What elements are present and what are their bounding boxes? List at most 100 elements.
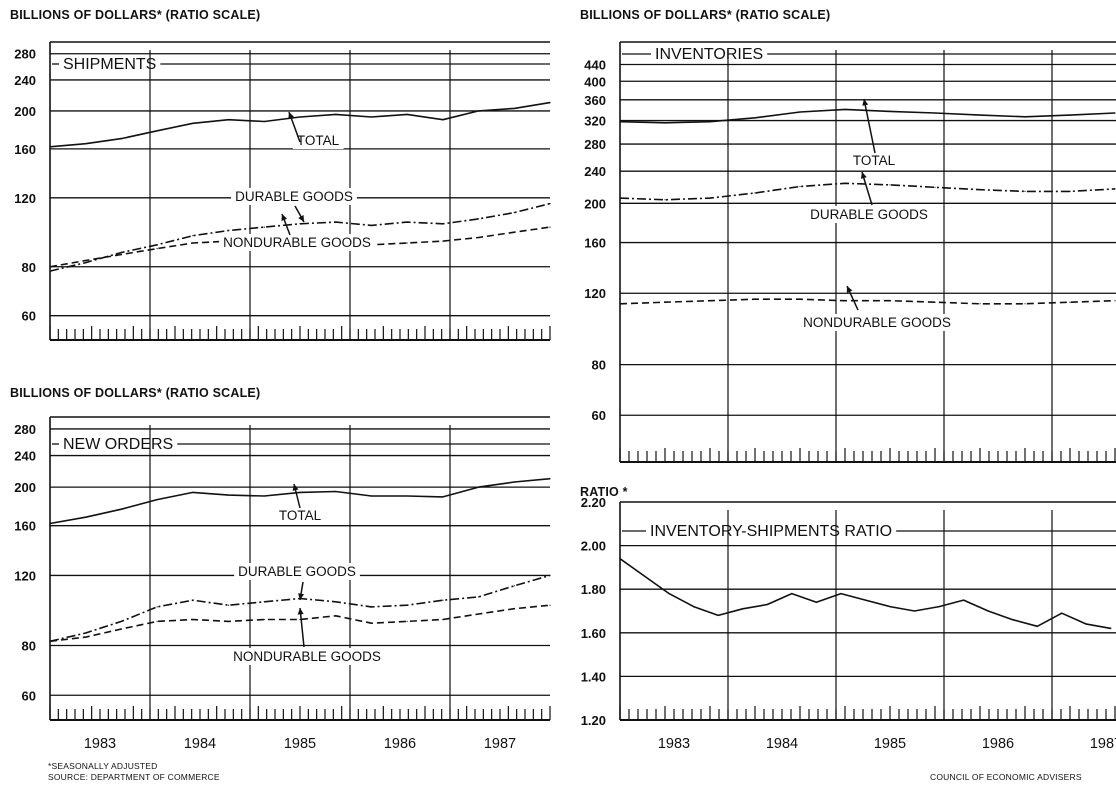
new_orders-data-point: [49, 640, 51, 642]
new_orders-series-label-bg: [274, 507, 326, 524]
inventories-data-point: [754, 298, 756, 300]
ratio-data-point: [766, 603, 768, 606]
new_orders-series-nondurable-goods: [49, 604, 551, 643]
new_orders-data-point: [263, 495, 265, 497]
new_orders-data-point: [228, 620, 230, 623]
inventories-series-nondurable-goods: [619, 298, 1116, 305]
new_orders-data-point: [513, 585, 515, 587]
new_orders-data-point: [299, 491, 301, 493]
inventories-y-tick-label: 200: [584, 196, 606, 211]
shipments-data-point: [549, 203, 551, 205]
new_orders-data-point: [263, 618, 265, 621]
shipments-data-point: [120, 138, 122, 140]
shipments-data-point: [335, 221, 337, 223]
ratio-y-tick-label: 1.60: [581, 626, 606, 641]
new_orders-data-point: [335, 615, 337, 617]
ratio-data-point: [742, 608, 744, 610]
inventories-data-point: [754, 117, 756, 119]
shipments-y-tick-label: 240: [14, 73, 36, 88]
ratio-y-tick-label: 2.00: [581, 539, 606, 554]
inventories-data-point: [799, 298, 801, 300]
new_orders-data-point: [192, 599, 194, 601]
shipments-data-point: [120, 251, 122, 254]
ratio-x-tick-label: 1987: [1090, 736, 1116, 752]
new_orders-data-point: [156, 499, 158, 501]
new_orders-arrowhead-durable-goods: [298, 593, 305, 600]
new_orders-series-label-total: TOTAL: [279, 508, 322, 523]
new_orders-data-point: [156, 606, 158, 608]
new_orders-series-label-bg: [234, 563, 360, 580]
inventories-y-tick-label: 60: [592, 408, 606, 423]
inventories-y-tick-label: 240: [584, 164, 606, 179]
ratio-x-tick-label: 1984: [766, 736, 798, 752]
new_orders-data-point: [228, 494, 230, 496]
shipments-data-point: [442, 119, 444, 121]
inventories-y-tick-label: 80: [592, 358, 606, 373]
new-orders-axis-header: BILLIONS OF DOLLARS* (RATIO SCALE): [10, 386, 261, 400]
ratio-data-point: [643, 575, 646, 577]
inventories-data-point: [1069, 301, 1071, 303]
ratio-data-point: [913, 610, 916, 612]
ratio-data-point: [668, 593, 670, 595]
inventories-series-durable-goods: [619, 182, 1116, 201]
shipments-data-point: [228, 229, 230, 232]
shipments-data-point: [299, 223, 301, 225]
new_orders-data-point: [263, 601, 265, 603]
shipments-data-point: [406, 221, 408, 223]
new_orders-y-tick-label: 80: [22, 639, 36, 654]
inventories-data-point: [889, 110, 891, 112]
ratio-x-tick-label: 1986: [982, 736, 1014, 752]
new_orders-data-point: [549, 478, 551, 480]
shipments-y-tick-label: 280: [14, 47, 36, 62]
new_orders-data-point: [228, 604, 230, 606]
new_orders-arrowhead-nondurable-goods: [297, 608, 304, 615]
inventories-y-tick-label: 280: [584, 137, 606, 152]
inventories-data-point: [844, 182, 846, 184]
ratio-x-tick-label: 1985: [874, 736, 906, 752]
new_orders-data-point: [120, 508, 122, 510]
inventories-series-label-durable-goods: DURABLE GOODS: [810, 207, 928, 222]
ratio-y-tick-label: 2.20: [581, 495, 606, 510]
new_orders-arrow-nondurable-goods: [299, 607, 305, 648]
shipments-title: SHIPMENTS: [63, 56, 156, 73]
new_orders-data-point: [370, 495, 372, 497]
ratio-data-point: [1085, 623, 1087, 625]
new_orders-arrowhead-total: [292, 484, 299, 491]
shipments-y-tick-label: 160: [14, 142, 36, 157]
new_orders-y-tick-label: 120: [14, 568, 36, 583]
inventories-title: INVENTORIES: [655, 46, 763, 63]
new_orders-x-tick-label: 1984: [184, 736, 216, 752]
new_orders-data-point: [85, 636, 87, 638]
shipments-data-point: [513, 212, 515, 214]
shipments-arrowhead-nondurable-goods: [281, 214, 288, 221]
new_orders-data-point: [370, 622, 372, 624]
ratio-axis-header: RATIO *: [580, 485, 628, 499]
shipments-data-point: [85, 259, 87, 262]
inventories-y-tick-label: 400: [584, 74, 606, 89]
shipments-data-point: [513, 231, 515, 233]
ratio-data-point: [791, 593, 793, 595]
shipments-data-point: [549, 102, 551, 104]
inventories-data-point: [664, 199, 666, 201]
footnote-credit: COUNCIL OF ECONOMIC ADVISERS: [930, 772, 1082, 782]
shipments-data-point: [192, 242, 194, 244]
inventories-data-point: [1024, 190, 1026, 192]
new_orders-data-point: [406, 495, 408, 497]
shipments-data-point: [442, 240, 444, 242]
shipments-data-point: [49, 270, 51, 272]
inventories-data-point: [844, 300, 846, 302]
new_orders-data-point: [192, 491, 194, 493]
shipments-y-tick-label: 60: [22, 309, 36, 324]
new_orders-data-point: [513, 608, 515, 610]
new_orders-data-point: [192, 618, 194, 621]
shipments-series-label-bg: [292, 132, 344, 149]
inventories-data-point: [1114, 112, 1116, 114]
inventories-data-point: [709, 121, 711, 123]
inventories-series-label-bg: [848, 152, 900, 169]
shipments-data-point: [370, 116, 372, 118]
inventories-data-point: [934, 112, 936, 114]
new_orders-x-tick-label: 1983: [84, 736, 116, 752]
shipments-axis-header: BILLIONS OF DOLLARS* (RATIO SCALE): [10, 8, 261, 22]
inventories-data-point: [979, 114, 981, 116]
new_orders-data-point: [85, 516, 87, 518]
